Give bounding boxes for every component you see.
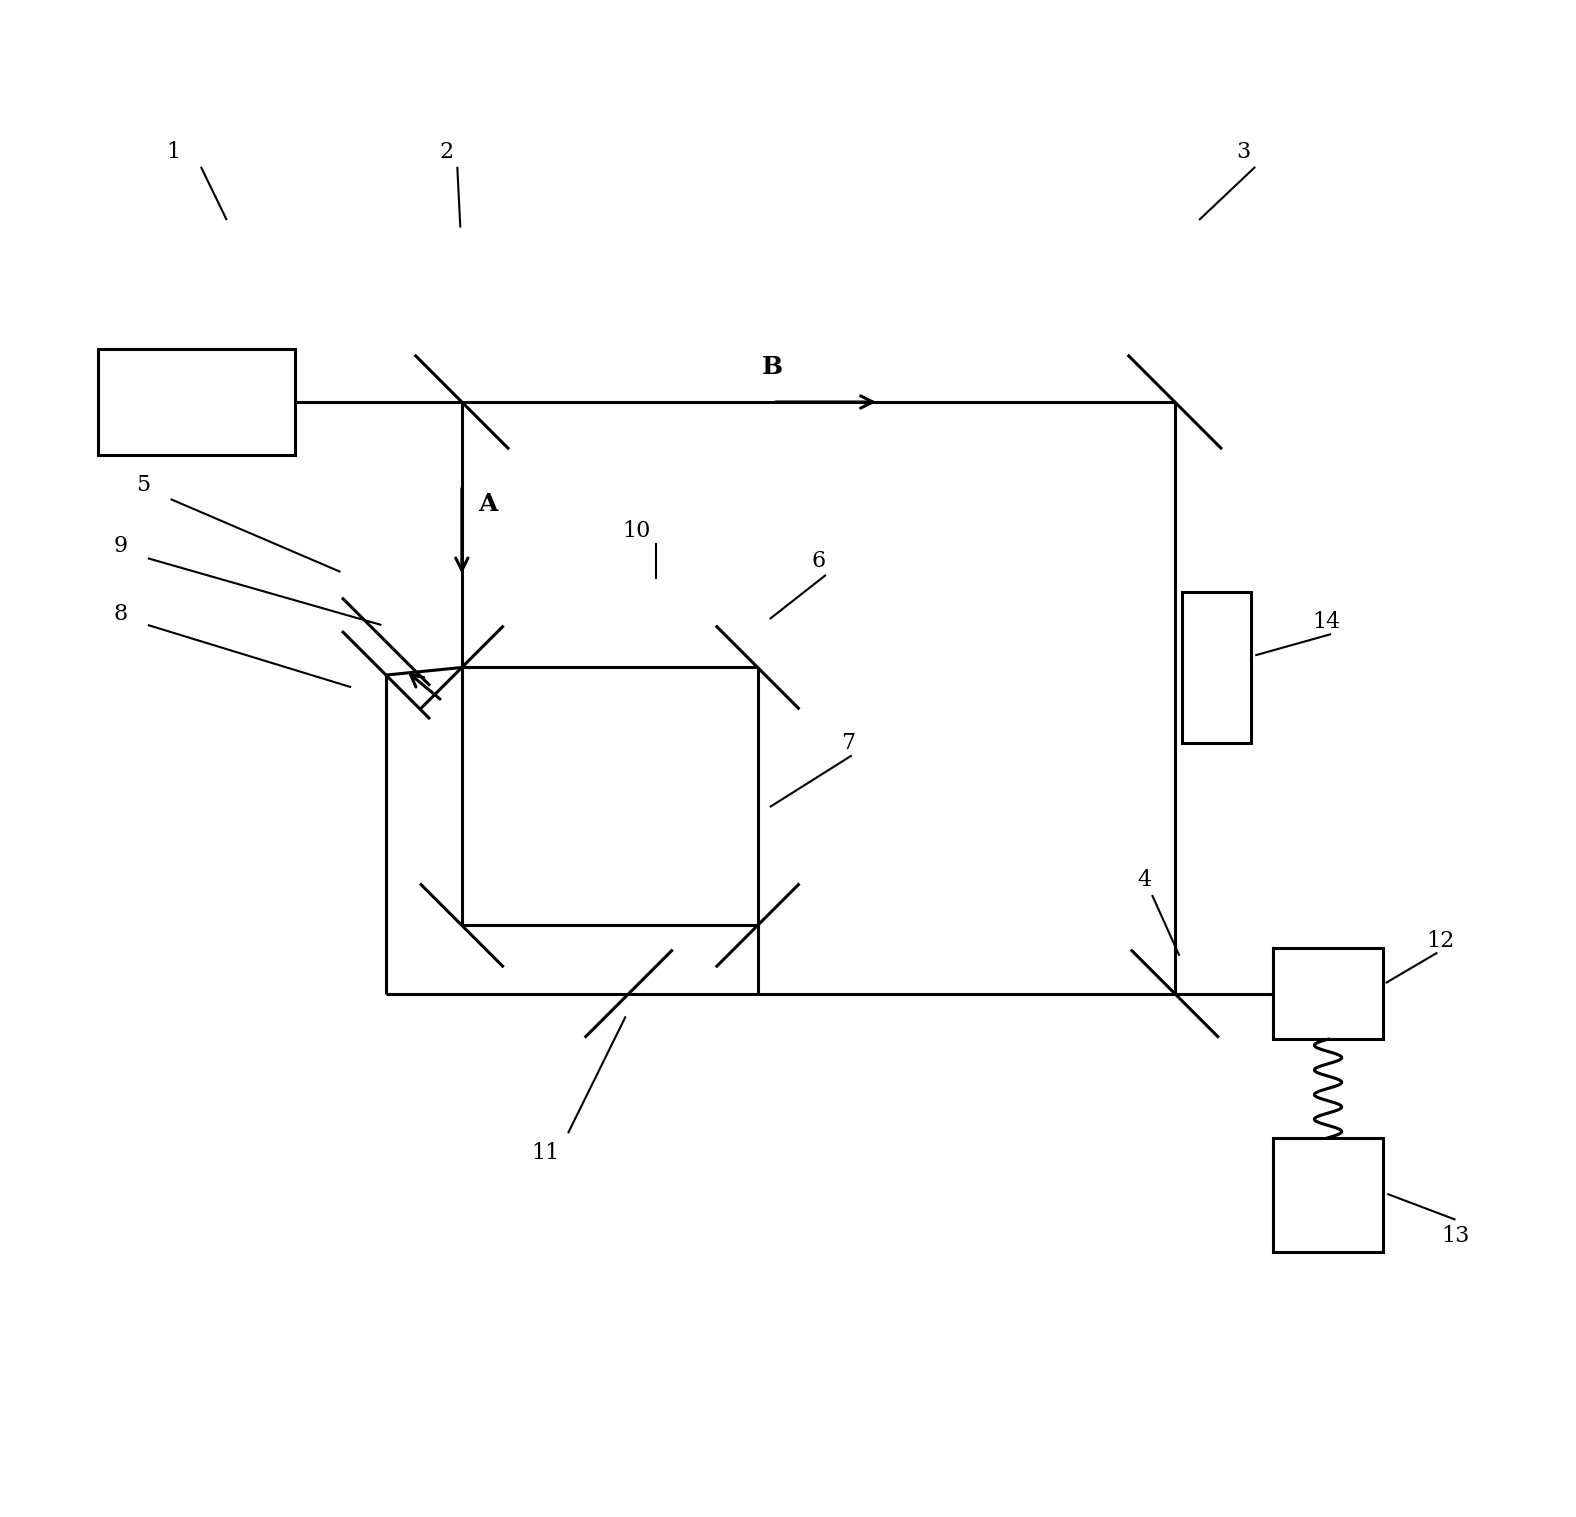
Text: A: A bbox=[478, 492, 498, 516]
Text: 6: 6 bbox=[812, 551, 826, 572]
Text: 9: 9 bbox=[113, 536, 128, 557]
Text: 8: 8 bbox=[113, 604, 128, 625]
Bar bbox=[98, 349, 295, 455]
Text: 14: 14 bbox=[1313, 611, 1341, 633]
Bar bbox=[1273, 948, 1382, 1039]
Bar bbox=[1273, 1138, 1382, 1252]
Text: 1: 1 bbox=[167, 141, 181, 162]
Text: 10: 10 bbox=[623, 520, 651, 542]
Text: 2: 2 bbox=[440, 141, 454, 162]
Text: 4: 4 bbox=[1138, 869, 1152, 890]
Text: 11: 11 bbox=[531, 1142, 559, 1164]
Bar bbox=[1182, 592, 1251, 743]
Text: 13: 13 bbox=[1442, 1226, 1470, 1247]
Text: 5: 5 bbox=[136, 475, 150, 496]
Text: 3: 3 bbox=[1236, 141, 1250, 162]
Text: 7: 7 bbox=[842, 733, 856, 754]
Text: 12: 12 bbox=[1426, 930, 1455, 951]
Text: B: B bbox=[763, 355, 783, 379]
